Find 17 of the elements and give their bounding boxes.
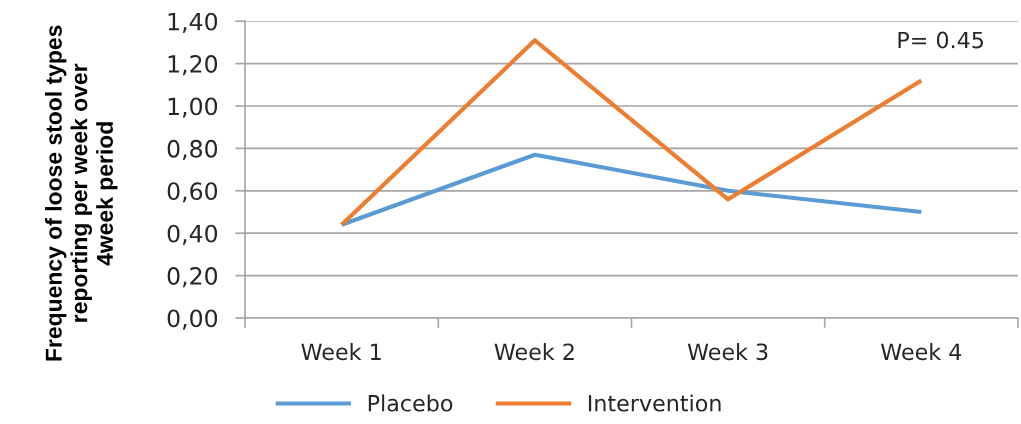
annotation: P= 0.45 xyxy=(898,31,983,49)
y-tick-label: 1,20 xyxy=(168,55,218,76)
x-tick-label: Week 4 xyxy=(881,343,962,361)
x-tick-label: Week 3 xyxy=(687,343,768,361)
y-tick-label: 0,20 xyxy=(167,267,218,288)
y-axis-title: Frequency of loose stool types reporting per week over 4week period xyxy=(45,25,118,361)
line-series xyxy=(339,152,924,227)
y-tick-label: 0,80 xyxy=(167,139,218,161)
y-tick-label: 0,00 xyxy=(167,309,218,330)
y-tick-label: 0,40 xyxy=(167,224,218,245)
x-tick-label: Week 2 xyxy=(494,343,574,361)
y-tick-label: 0,60 xyxy=(167,182,218,203)
x-tick-label: Week 1 xyxy=(301,343,381,361)
legend-label: Placebo xyxy=(368,394,453,412)
y-tick-label: 1,40 xyxy=(168,12,218,33)
legend-label: Intervention xyxy=(588,394,721,412)
y-tick-label: 1,00 xyxy=(168,97,218,118)
